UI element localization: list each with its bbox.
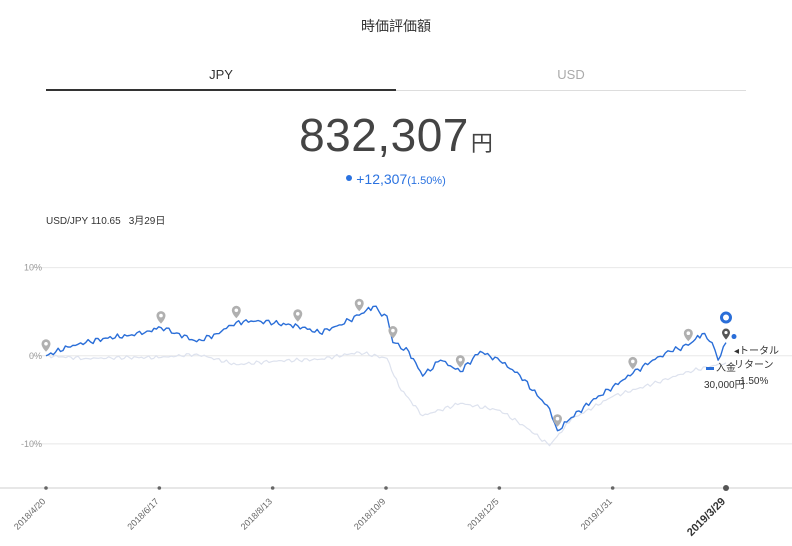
x-tick-label: 2019/1/31	[579, 496, 614, 531]
deposit-marker-dot	[555, 416, 560, 421]
series-line-benchmark	[45, 351, 727, 447]
deposit-swatch	[706, 366, 714, 370]
deposit-marker-dot	[357, 301, 362, 306]
x-tick-dot	[723, 485, 729, 491]
total-return-label: トータル リターン	[734, 346, 780, 371]
deposit-marker-dot	[44, 341, 48, 346]
x-tick-label: 2018/4/20	[12, 496, 47, 531]
total-return-arrow-icon: ◂	[734, 346, 740, 357]
valuation-change: +12,307(1.50%)	[0, 171, 792, 187]
legend-deposit-value: 30,000円	[704, 380, 745, 391]
deposit-marker-dot	[391, 328, 395, 333]
current-position-pin-dot	[723, 314, 729, 321]
x-tick-dot	[44, 486, 48, 490]
deposit-marker-dot	[159, 313, 163, 318]
deposit-marker-dot	[724, 330, 728, 335]
legend-deposit: 入金	[706, 359, 736, 374]
y-tick-label: -10%	[21, 439, 42, 449]
change-dot-icon	[346, 175, 353, 182]
x-tick-label: 2018/8/13	[239, 496, 274, 531]
fx-pair: USD/JPY 110.65	[46, 216, 121, 227]
x-tick-label: 2018/10/9	[352, 496, 387, 531]
x-tick-dot	[384, 486, 388, 490]
tab-jpy[interactable]: JPY	[46, 67, 396, 91]
page-title: 時価評価額	[361, 18, 431, 34]
x-tick-dot	[610, 486, 615, 490]
x-tick-dot	[157, 486, 162, 490]
tab-usd[interactable]: USD	[396, 67, 746, 91]
y-tick-label: 10%	[24, 263, 42, 273]
current-value-dot	[731, 334, 737, 340]
currency-tabs: JPY USD	[46, 67, 746, 91]
valuation-amount: 832,307円	[0, 108, 792, 162]
fx-rate: USD/JPY 110.65 3月29日	[46, 212, 165, 227]
deposit-marker-dot	[686, 331, 691, 336]
valuation-unit: 円	[470, 131, 493, 156]
change-amount: +12,307	[356, 171, 408, 187]
deposit-marker-dot	[234, 308, 239, 313]
deposit-label: 入金	[716, 363, 736, 374]
x-tick-dot	[270, 486, 275, 490]
deposit-marker-dot	[631, 359, 635, 364]
x-tick-label: 2018/12/5	[465, 496, 500, 531]
deposit-marker-dot	[458, 357, 463, 362]
deposit-marker-dot	[295, 312, 300, 316]
fx-date: 3月29日	[128, 216, 166, 227]
change-percent: (1.50%)	[407, 175, 446, 187]
x-tick-label: 2019/3/29	[685, 496, 728, 539]
legend-total-return: ◂トータル リターン	[734, 345, 779, 373]
y-tick-label: 0%	[29, 351, 42, 361]
series-line-main	[45, 305, 727, 432]
legend-total-return-value: 1.50%	[740, 376, 769, 387]
valuation-number: 832,307	[299, 109, 469, 161]
x-tick-dot	[497, 486, 502, 490]
x-tick-label: 2018/6/17	[125, 496, 160, 531]
